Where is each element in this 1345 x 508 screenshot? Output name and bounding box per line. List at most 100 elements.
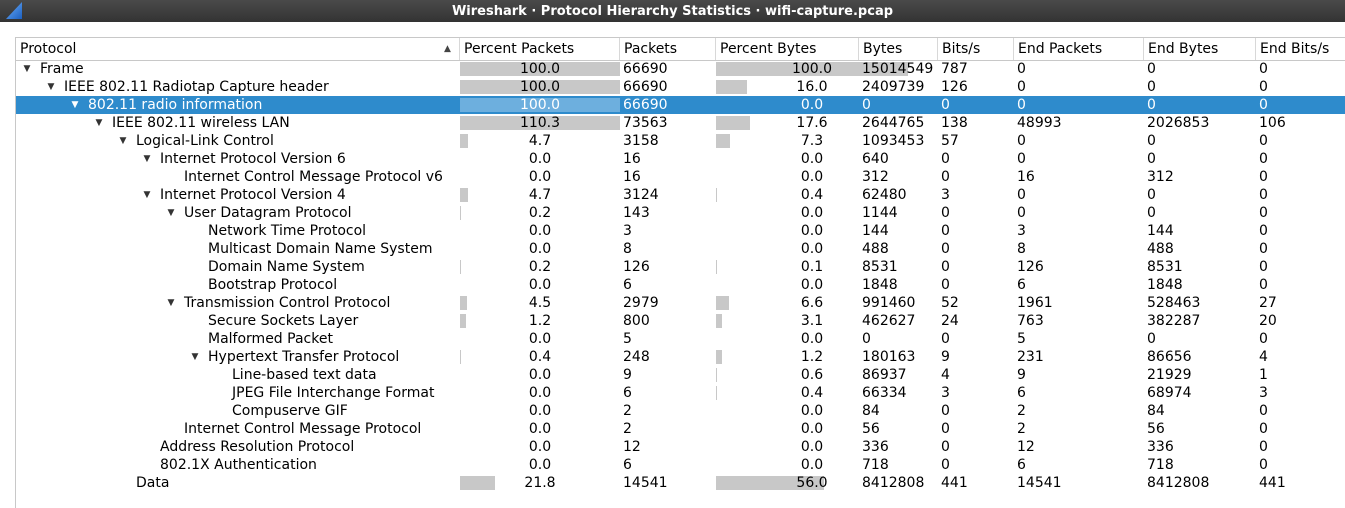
protocol-cell: ▼ IEEE 802.11 Radiotap Capture header — [16, 78, 460, 96]
protocol-hierarchy-tree[interactable]: Protocol Percent Packets Packets Percent By… — [15, 37, 1345, 508]
end-packets-cell: 5 — [1017, 331, 1026, 347]
column-percent-packets-header[interactable]: Percent Packets — [460, 38, 620, 60]
end-bits-per-sec-cell: 0 — [1259, 97, 1268, 113]
end-packets-cell: 0 — [1017, 61, 1026, 77]
tree-row[interactable]: ▼ Internet Protocol Version 6 0.0 16 0.0 640 0… — [16, 150, 1345, 168]
tree-row[interactable]: Internet Control Message Protocol v6 0.0 1… — [16, 168, 1345, 186]
tree-row[interactable]: Internet Control Message Protocol 0.0 2 0.0… — [16, 420, 1345, 438]
column-packets-header[interactable]: Packets — [620, 38, 716, 60]
column-bytes-header[interactable]: Bytes — [859, 38, 938, 60]
packets-cell: 8 — [623, 241, 632, 257]
tree-row[interactable]: ▼ Hypertext Transfer Protocol 0.4 248 1.2 180… — [16, 348, 1345, 366]
tree-row[interactable]: Domain Name System 0.2 126 0.1 8531 0 126 8531 0 — [16, 258, 1345, 276]
expand-arrow-icon[interactable]: ▼ — [167, 298, 175, 308]
end-packets-cell: 0 — [1017, 151, 1026, 167]
protocol-name: Domain Name System — [208, 259, 365, 275]
percent-packets-cell: 0.0 — [460, 384, 620, 402]
packets-cell: 73563 — [623, 115, 668, 131]
expand-arrow-icon[interactable]: ▼ — [119, 136, 127, 146]
percent-packets-cell: 110.3 — [460, 114, 620, 132]
tree-row[interactable]: Multicast Domain Name System 0.0 8 0.0 488 0 8… — [16, 240, 1345, 258]
packets-cell: 2979 — [623, 295, 659, 311]
protocol-name: Logical-Link Control — [136, 133, 274, 149]
tree-row[interactable]: ▼ Logical-Link Control 4.7 3158 7.3 1093453 57… — [16, 132, 1345, 150]
protocol-cell: ▼ Logical-Link Control — [16, 132, 460, 150]
protocol-name: Multicast Domain Name System — [208, 241, 433, 257]
expand-arrow-icon[interactable]: ▼ — [23, 64, 31, 74]
tree-row[interactable]: ▼ IEEE 802.11 Radiotap Capture header 100.… — [16, 78, 1345, 96]
expand-arrow-icon[interactable]: ▼ — [167, 208, 175, 218]
percent-bytes-value: 1.2 — [800, 349, 824, 365]
end-bits-per-sec-cell: 0 — [1259, 241, 1268, 257]
bits-per-sec-cell: 0 — [941, 97, 950, 113]
tree-row[interactable]: ▼ Frame 100.0 66690 100.0 15014549 787 0 0 0 — [16, 60, 1345, 78]
tree-row[interactable]: Bootstrap Protocol 0.0 6 0.0 1848 0 6 1848 0 — [16, 276, 1345, 294]
packets-cell: 66690 — [623, 79, 668, 95]
tree-row[interactable]: Malformed Packet 0.0 5 0.0 0 0 5 0 0 — [16, 330, 1345, 348]
end-bits-per-sec-cell: 0 — [1259, 151, 1268, 167]
tree-row[interactable]: 802.1X Authentication 0.0 6 0.0 718 0 6 718 0 — [16, 456, 1345, 474]
column-header-row: Protocol Percent Packets Packets Percent By… — [16, 38, 1345, 61]
percent-bytes-bar — [716, 62, 908, 76]
percent-bytes-cell: 0.0 — [716, 438, 859, 456]
percent-bytes-value: 0.0 — [800, 331, 824, 347]
expand-arrow-icon[interactable]: ▼ — [191, 352, 199, 362]
expand-arrow-icon[interactable]: ▼ — [71, 100, 79, 110]
packets-cell: 66690 — [623, 97, 668, 113]
packets-cell: 6 — [623, 277, 632, 293]
bits-per-sec-cell: 787 — [941, 61, 968, 77]
tree-row[interactable]: Data 21.8 14541 56.0 8412808 441 14541 8412808 4… — [16, 474, 1345, 492]
protocol-name: Address Resolution Protocol — [160, 439, 355, 455]
tree-row[interactable]: Address Resolution Protocol 0.0 12 0.0 336 0 1… — [16, 438, 1345, 456]
column-bits-per-sec-header[interactable]: Bits/s — [938, 38, 1014, 60]
column-end-bits-per-sec-header[interactable]: End Bits/s — [1256, 38, 1345, 60]
tree-row[interactable]: Network Time Protocol 0.0 3 0.0 144 0 3 144 0 — [16, 222, 1345, 240]
expand-arrow-icon[interactable]: ▼ — [95, 118, 103, 128]
percent-bytes-cell: 0.0 — [716, 276, 859, 294]
expand-arrow-icon[interactable]: ▼ — [47, 82, 55, 92]
protocol-name: 802.1X Authentication — [160, 457, 317, 473]
bytes-cell: 84 — [862, 403, 880, 419]
tree-row[interactable]: ▼ Internet Protocol Version 4 4.7 3124 0.4 62… — [16, 186, 1345, 204]
bits-per-sec-cell: 0 — [941, 331, 950, 347]
percent-bytes-cell: 7.3 — [716, 132, 859, 150]
percent-bytes-bar — [716, 188, 717, 202]
percent-packets-value: 4.7 — [528, 133, 552, 149]
protocol-name: Compuserve GIF — [232, 403, 348, 419]
column-end-bytes-header[interactable]: End Bytes — [1144, 38, 1256, 60]
percent-packets-cell: 0.0 — [460, 168, 620, 186]
end-packets-cell: 2 — [1017, 403, 1026, 419]
tree-row[interactable]: Compuserve GIF 0.0 2 0.0 84 0 2 84 0 — [16, 402, 1345, 420]
percent-bytes-value: 0.0 — [800, 457, 824, 473]
protocol-cell: Bootstrap Protocol — [16, 276, 460, 294]
column-end-packets-header[interactable]: End Packets — [1014, 38, 1144, 60]
column-protocol-header[interactable]: Protocol — [16, 38, 460, 60]
packets-cell: 2 — [623, 421, 632, 437]
packets-cell: 3124 — [623, 187, 659, 203]
protocol-cell: JPEG File Interchange Format — [16, 384, 460, 402]
tree-row-selected[interactable]: ▼ 802.11 radio information 100.0 66690 0.0 0 0… — [16, 96, 1345, 114]
end-packets-cell: 8 — [1017, 241, 1026, 257]
bytes-cell: 640 — [862, 151, 889, 167]
column-percent-bytes-header[interactable]: Percent Bytes — [716, 38, 859, 60]
expand-arrow-icon[interactable]: ▼ — [143, 190, 151, 200]
end-packets-cell: 126 — [1017, 259, 1044, 275]
protocol-cell: Secure Sockets Layer — [16, 312, 460, 330]
tree-row[interactable]: Secure Sockets Layer 1.2 800 3.1 462627 24 763… — [16, 312, 1345, 330]
end-bits-per-sec-cell: 0 — [1259, 439, 1268, 455]
percent-packets-bar — [460, 314, 466, 328]
tree-row[interactable]: ▼ User Datagram Protocol 0.2 143 0.0 1144 0 0 0 0 — [16, 204, 1345, 222]
tree-row[interactable]: Line-based text data 0.0 9 0.6 86937 4 9 21929 1 — [16, 366, 1345, 384]
percent-packets-value: 4.5 — [528, 295, 552, 311]
percent-bytes-value: 0.4 — [800, 187, 824, 203]
bits-per-sec-cell: 0 — [941, 439, 950, 455]
percent-bytes-value: 0.0 — [800, 421, 824, 437]
percent-bytes-value: 0.4 — [800, 385, 824, 401]
tree-row[interactable]: ▼ Transmission Control Protocol 4.5 2979 6.6… — [16, 294, 1345, 312]
tree-row[interactable]: ▼ IEEE 802.11 wireless LAN 110.3 73563 17.6 2… — [16, 114, 1345, 132]
expand-arrow-icon[interactable]: ▼ — [143, 154, 151, 164]
tree-row[interactable]: JPEG File Interchange Format 0.0 6 0.4 66334… — [16, 384, 1345, 402]
percent-packets-value: 0.0 — [528, 385, 552, 401]
bits-per-sec-cell: 0 — [941, 205, 950, 221]
protocol-cell: ▼ Frame — [16, 60, 460, 78]
